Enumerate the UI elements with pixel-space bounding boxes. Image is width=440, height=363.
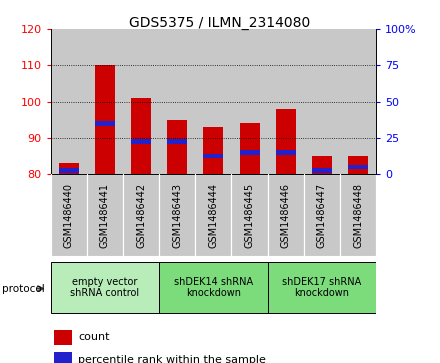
Bar <box>340 174 376 256</box>
Text: GSM1486447: GSM1486447 <box>317 183 327 248</box>
Bar <box>348 156 368 174</box>
Bar <box>276 150 296 155</box>
Bar <box>268 262 376 313</box>
Bar <box>131 139 151 144</box>
Bar <box>167 120 187 174</box>
Text: GSM1486440: GSM1486440 <box>64 183 73 248</box>
Bar <box>348 165 368 169</box>
Bar <box>195 174 231 256</box>
Text: empty vector
shRNA control: empty vector shRNA control <box>70 277 139 298</box>
Bar <box>159 29 195 174</box>
Bar <box>59 168 79 173</box>
Bar <box>95 65 115 174</box>
Bar <box>231 29 268 174</box>
Text: GDS5375 / ILMN_2314080: GDS5375 / ILMN_2314080 <box>129 16 311 30</box>
Bar <box>54 352 72 363</box>
Bar <box>240 150 260 155</box>
Text: GSM1486446: GSM1486446 <box>281 183 291 248</box>
Text: GSM1486444: GSM1486444 <box>209 183 218 248</box>
Bar <box>312 156 332 174</box>
Bar <box>240 123 260 174</box>
Bar <box>51 262 159 313</box>
Bar <box>123 29 159 174</box>
Bar <box>268 29 304 174</box>
Bar <box>159 262 268 313</box>
Text: count: count <box>78 332 110 342</box>
Bar <box>59 163 79 174</box>
Text: percentile rank within the sample: percentile rank within the sample <box>78 355 266 363</box>
Bar <box>123 174 159 256</box>
Bar <box>54 330 72 345</box>
Text: GSM1486445: GSM1486445 <box>245 183 255 248</box>
Text: protocol: protocol <box>2 284 45 294</box>
Bar <box>167 139 187 144</box>
Bar <box>203 127 224 174</box>
Text: GSM1486442: GSM1486442 <box>136 183 146 248</box>
Bar <box>95 121 115 126</box>
Bar <box>87 174 123 256</box>
Bar <box>51 29 87 174</box>
Bar <box>87 29 123 174</box>
Bar <box>304 29 340 174</box>
Bar <box>51 174 87 256</box>
Text: GSM1486448: GSM1486448 <box>353 183 363 248</box>
Bar <box>231 174 268 256</box>
Bar <box>268 174 304 256</box>
Text: shDEK14 shRNA
knockdown: shDEK14 shRNA knockdown <box>174 277 253 298</box>
Bar <box>276 109 296 174</box>
Text: shDEK17 shRNA
knockdown: shDEK17 shRNA knockdown <box>282 277 362 298</box>
Bar <box>304 174 340 256</box>
Text: GSM1486441: GSM1486441 <box>100 183 110 248</box>
Bar <box>195 29 231 174</box>
Bar <box>131 98 151 174</box>
Bar <box>340 29 376 174</box>
Bar <box>203 154 224 158</box>
Bar <box>159 174 195 256</box>
Text: GSM1486443: GSM1486443 <box>172 183 182 248</box>
Bar <box>312 168 332 173</box>
